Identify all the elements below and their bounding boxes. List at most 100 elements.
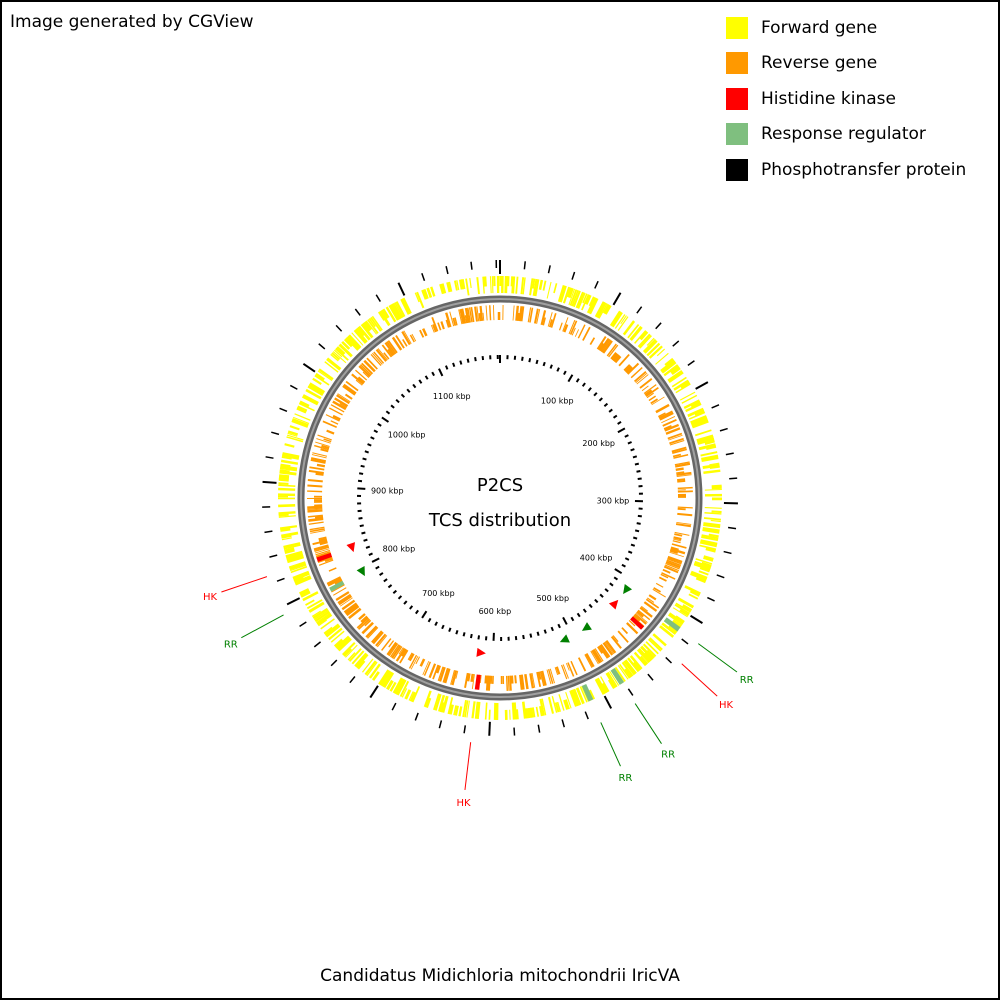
- forward-gene: [305, 388, 322, 400]
- forward-gene: [278, 511, 296, 515]
- forward-gene: [343, 338, 353, 348]
- reverse-gene: [325, 414, 340, 422]
- forward-gene: [296, 405, 308, 413]
- forward-gene: [694, 429, 712, 437]
- reverse-gene: [358, 365, 371, 378]
- outer-tick: [681, 638, 689, 645]
- response-regulator-gene: [610, 667, 625, 685]
- ruler-tick: [371, 557, 380, 563]
- reverse-gene: [561, 664, 568, 680]
- reverse-gene: [514, 675, 517, 684]
- reverse-gene: [395, 647, 406, 662]
- forward-gene: [677, 597, 695, 609]
- reverse-gene: [314, 548, 330, 554]
- feature-leader-line: [600, 722, 621, 767]
- reverse-gene: [637, 609, 651, 621]
- reverse-gene: [590, 650, 599, 665]
- forward-gene: [607, 671, 618, 687]
- forward-gene: [465, 278, 470, 296]
- reverse-gene: [641, 385, 649, 392]
- forward-gene: [649, 637, 663, 651]
- outer-tick-marks: [262, 260, 738, 736]
- forward-gene: [439, 283, 445, 295]
- ruler-tick: [624, 434, 629, 438]
- reverse-gene: [314, 444, 329, 451]
- reverse-gene: [485, 305, 488, 321]
- backbone-ring-highlight: [300, 298, 700, 698]
- reverse-gene: [459, 308, 465, 325]
- forward-gene: [627, 657, 640, 673]
- reverse-gene: [409, 334, 415, 343]
- forward-gene: [607, 679, 615, 690]
- reverse-gene: [478, 313, 482, 322]
- forward-gene: [286, 436, 304, 443]
- forward-gene: [690, 572, 707, 582]
- reverse-gene: [675, 467, 684, 471]
- forward-gene: [326, 357, 342, 371]
- forward-gene: [656, 348, 666, 357]
- ruler-tick: [466, 358, 470, 363]
- forward-gene: [394, 302, 404, 318]
- forward-gene: [694, 409, 705, 417]
- reverse-gene: [599, 337, 610, 352]
- reverse-gene: [384, 342, 396, 356]
- forward-gene: [290, 565, 308, 574]
- reverse-gene: [676, 471, 685, 475]
- forward-gene: [367, 319, 379, 334]
- feature-leader-line: [464, 742, 472, 790]
- reverse-gene: [524, 674, 529, 690]
- ruler-tick: [581, 382, 586, 387]
- forward-gene: [312, 607, 329, 620]
- reverse-gene: [659, 412, 674, 421]
- forward-gene: [291, 419, 309, 428]
- feature-leader-line: [221, 576, 268, 593]
- reverse-gene: [316, 438, 331, 444]
- forward-gene: [318, 619, 327, 627]
- forward-gene: [700, 451, 718, 457]
- outer-tick: [313, 641, 322, 648]
- ruler-tick: [575, 378, 580, 383]
- reverse-gene: [336, 394, 350, 405]
- ruler-tick: [632, 455, 638, 459]
- reverse-gene: [308, 521, 324, 525]
- ruler-tick: [536, 631, 540, 636]
- forward-gene: [710, 519, 721, 523]
- forward-gene: [539, 698, 545, 716]
- forward-gene: [661, 360, 677, 374]
- ruler-tick: [535, 359, 539, 365]
- outer-tick: [603, 695, 613, 709]
- forward-gene: [324, 623, 340, 636]
- forward-gene: [652, 633, 667, 647]
- legend-swatch-reverse-gene: [726, 52, 748, 75]
- legend-item-reverse-gene: Reverse gene: [726, 46, 966, 82]
- forward-gene: [699, 540, 718, 548]
- reverse-gene: [643, 384, 657, 394]
- forward-gene: [305, 599, 315, 606]
- forward-gene: [371, 671, 380, 681]
- reverse-gene: [555, 666, 561, 675]
- ruler-tick: [368, 552, 373, 556]
- reverse-gene: [357, 618, 371, 630]
- ruler-tick: [627, 550, 633, 554]
- forward-gene: [363, 320, 373, 331]
- forward-gene: [535, 706, 540, 717]
- outer-tick: [264, 530, 273, 534]
- forward-gene: [669, 365, 680, 374]
- reverse-gene: [309, 526, 325, 531]
- forward-gene: [402, 297, 412, 315]
- reverse-gene: [391, 336, 403, 351]
- ruler-tick: [522, 634, 525, 640]
- forward-gene: [563, 699, 569, 710]
- outer-tick: [571, 271, 576, 280]
- reverse-gene: [657, 412, 666, 418]
- forward-gene: [642, 643, 657, 658]
- reverse-gene: [611, 353, 619, 361]
- forward-gene: [296, 407, 307, 414]
- reverse-gene: [673, 538, 682, 542]
- ruler-tick: [448, 627, 452, 632]
- outer-tick: [262, 480, 277, 484]
- forward-gene: [568, 288, 576, 306]
- forward-gene: [302, 591, 319, 602]
- reverse-gene: [476, 306, 480, 322]
- forward-gene: [333, 638, 344, 648]
